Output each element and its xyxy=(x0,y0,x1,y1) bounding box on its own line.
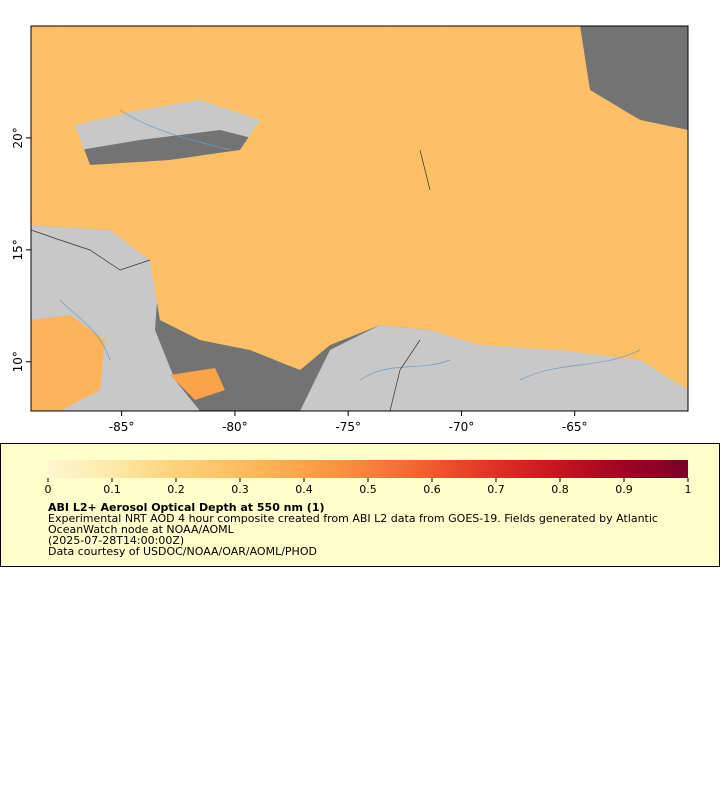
legend: 0 0.1 0.2 0.3 0.4 0.5 0.6 0.7 0.8 0.9 1 ABI L2+ Ae… xyxy=(0,443,720,567)
colorbar-tick-label: 0.8 xyxy=(551,483,569,496)
legend-line: Experimental NRT AOD 4 hour composite cr… xyxy=(48,512,658,525)
x-tick-label: -70° xyxy=(449,420,475,434)
y-tick-label: 10° xyxy=(11,351,25,372)
colorbar-tick-label: 0 xyxy=(45,483,52,496)
legend-line: (2025-07-28T14:00:00Z) xyxy=(48,534,184,547)
colorbar-tick-label: 0.5 xyxy=(359,483,377,496)
colorbar-tick-label: 0.2 xyxy=(167,483,185,496)
borders xyxy=(31,149,431,411)
map-frame xyxy=(30,25,689,412)
rivers xyxy=(59,109,641,381)
aod-field xyxy=(31,26,688,411)
colorbar-scale xyxy=(48,460,688,478)
x-tick-label: -65° xyxy=(562,420,588,434)
colorbar-tick-label: 0.4 xyxy=(295,483,313,496)
legend-line: Data courtesy of USDOC/NOAA/OAR/AOML/PHO… xyxy=(48,545,317,558)
colorbar-tick-label: 0.7 xyxy=(487,483,505,496)
colorbar-tick-label: 0.3 xyxy=(231,483,249,496)
colorbar-tick-label: 0.9 xyxy=(615,483,633,496)
y-tick-label: 15° xyxy=(11,239,25,260)
legend-line: OceanWatch node at NOAA/AOML xyxy=(48,523,235,536)
legend-title: ABI L2+ Aerosol Optical Depth at 550 nm … xyxy=(48,501,325,514)
colorbar: 0 0.1 0.2 0.3 0.4 0.5 0.6 0.7 0.8 0.9 1 xyxy=(45,460,692,496)
colorbar-tick-label: 0.6 xyxy=(423,483,441,496)
x-tick-label: -85° xyxy=(109,420,135,434)
x-tick-label: -75° xyxy=(335,420,361,434)
colorbar-tick-label: 1 xyxy=(685,483,692,496)
colorbar-tick-label: 0.1 xyxy=(103,483,121,496)
map-area xyxy=(31,26,688,411)
y-tick-label: 20° xyxy=(11,127,25,148)
x-tick-label: -80° xyxy=(222,420,248,434)
axes: -85° -80° -75° -70° -65° 10° 15° 20° xyxy=(11,127,588,434)
